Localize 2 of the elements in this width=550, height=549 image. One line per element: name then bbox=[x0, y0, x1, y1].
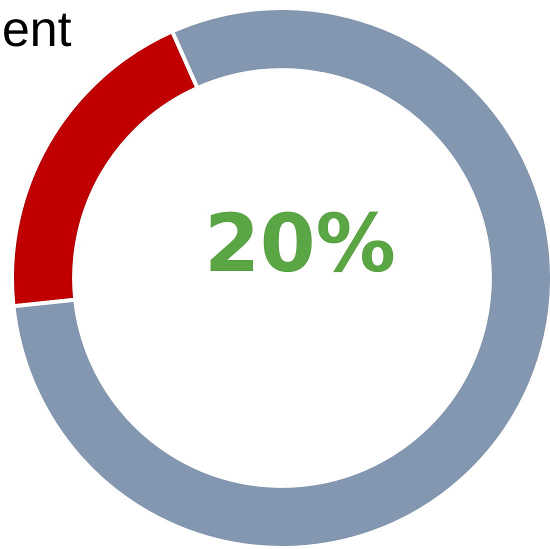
text: 20% bbox=[204, 196, 396, 290]
chart-title: ent bbox=[2, 0, 72, 58]
